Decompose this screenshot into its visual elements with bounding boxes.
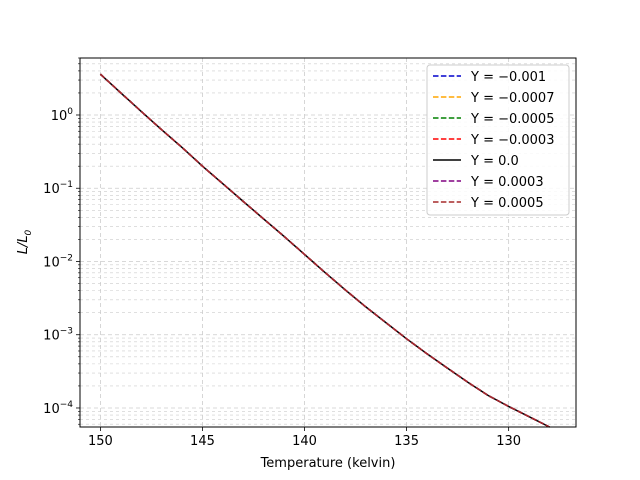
series-lines (99, 73, 550, 428)
series-line-4 (99, 73, 550, 428)
x-tick-label: 145 (190, 434, 215, 449)
y-tick-label-base: 10 (43, 182, 60, 197)
legend-box (426, 64, 570, 216)
y-tick-label-exponent: −4 (60, 400, 74, 410)
x-tick-label: 140 (292, 434, 317, 449)
y-tick-label: 10−2 (43, 253, 73, 270)
y-tick-label-exponent: −2 (60, 253, 73, 263)
legend-label: Y = −0.0003 (470, 133, 554, 148)
y-tick-label: 10−4 (43, 400, 73, 417)
legend-label: Y = 0.0 (470, 154, 519, 169)
y-axis-label-subscript: 0 (24, 229, 34, 235)
y-tick-label: 10−1 (43, 180, 73, 197)
legend-label: Y = 0.0003 (470, 175, 544, 190)
x-tick-label: 130 (496, 434, 521, 449)
x-axis-label: Temperature (kelvin) (260, 456, 396, 471)
y-tick-label-exponent: −3 (60, 327, 73, 337)
x-tick-label: 150 (88, 434, 113, 449)
y-tick-label-base: 10 (43, 402, 60, 417)
y-tick-label: 10−3 (43, 327, 73, 344)
y-tick-label-base: 10 (43, 329, 60, 344)
legend-label: Y = −0.0007 (470, 91, 554, 106)
x-axis-ticks: 150 145 140 135 130 (88, 427, 521, 449)
y-axis-label: L/L0 (16, 229, 34, 254)
legend-label: Y = −0.001 (470, 70, 546, 85)
legend-label: Y = 0.0005 (470, 196, 544, 211)
y-tick-label-exponent: 0 (67, 107, 73, 117)
y-tick-label-base: 10 (43, 255, 60, 270)
y-tick-label-base: 10 (51, 109, 68, 124)
x-tick-label: 135 (394, 434, 419, 449)
y-tick-label-exponent: −1 (60, 180, 73, 190)
legend-label: Y = −0.0005 (470, 112, 554, 127)
plot-frame (79, 57, 577, 428)
legend: Y = −0.001 Y = −0.0007 Y = −0.0005 Y = −0.0… (426, 64, 570, 216)
y-tick-label: 100 (51, 107, 74, 124)
